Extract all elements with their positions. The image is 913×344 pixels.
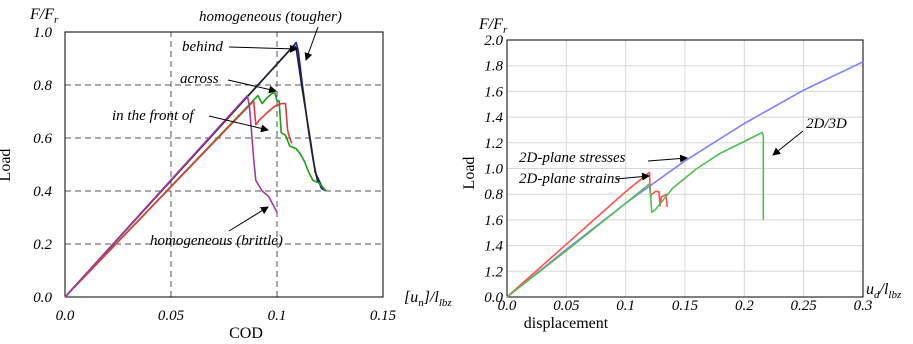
- y-tick-label: 1.8: [484, 59, 503, 75]
- annotation-behind: behind: [182, 39, 223, 55]
- y-tick-label: 0.8: [484, 187, 503, 203]
- series-line-in-the-front-of: [64, 100, 293, 298]
- y-tick-label: 0.8: [33, 78, 52, 94]
- left-x-axis-label: COD: [229, 325, 263, 342]
- annotation-across-arrow: [227, 79, 277, 94]
- right-grid: [507, 40, 863, 297]
- left-y-axis-label: Load: [0, 149, 14, 182]
- right-title: F/Fr: [478, 16, 508, 36]
- y-tick-label: 1.2: [484, 264, 503, 280]
- y-tick-label: 0.4: [33, 184, 52, 200]
- annotation-across: across: [180, 71, 219, 87]
- displacement-chart: 0.0 0.05 0.1 0.15 0.2 0.25 0.3 0.0 1.2 1.4 1.6 0.8…: [461, 16, 902, 332]
- annotation-homogeneous-brittle: homogeneous (brittle): [150, 233, 283, 249]
- x-tick-label: 0.0: [498, 298, 517, 314]
- annotation-2d-3d-arrow: [772, 130, 804, 156]
- right-plot-frame: [506, 39, 864, 298]
- series-line-2d-3d: [506, 131, 765, 298]
- x-tick-label: 0.15: [370, 308, 397, 324]
- left-plot-frame: [64, 31, 384, 298]
- right-x-axis-label: displacement: [524, 315, 609, 332]
- annotation-in-the-front-of: in the front of: [112, 108, 195, 124]
- right-y-axis-label: Load: [461, 157, 478, 190]
- x-tick-label: 0.15: [672, 298, 699, 314]
- annotation-homogeneous-tougher-arrow: [304, 26, 319, 61]
- x-tick-label: 0.05: [553, 298, 580, 314]
- x-tick-label: 0.25: [791, 298, 818, 314]
- x-tick-label: 0.0: [56, 308, 75, 324]
- right-y-ticks: 0.0 1.2 1.4 1.6 0.8 1.0 1.2 1.4 1.6 1.8 2.0: [484, 33, 503, 306]
- left-y-ticks: 0.0 0.2 0.4 0.6 0.8 1.0: [33, 25, 52, 306]
- y-tick-label: 1.6: [484, 84, 503, 100]
- left-title: F/Fr: [29, 6, 59, 26]
- series-line-across: [64, 92, 327, 298]
- left-x-ticks: 0.0 0.05 0.1 0.15: [56, 308, 397, 324]
- y-tick-label: 0.6: [33, 131, 52, 147]
- series-line-2d-plane-strains: [506, 171, 668, 298]
- y-tick-label: 1.0: [33, 25, 52, 41]
- annotation-2d-3d: 2D/3D: [806, 116, 847, 132]
- annotation-2d-plane-strains-arrow: [615, 172, 650, 181]
- annotation-behind-arrow: [228, 44, 298, 53]
- x-tick-label: 0.1: [616, 298, 635, 314]
- series-line-homogeneous-brittle: [64, 94, 278, 298]
- y-tick-label: 0.0: [484, 290, 503, 306]
- y-tick-label: 1.2: [484, 136, 503, 152]
- x-tick-label: 0.05: [158, 308, 185, 324]
- y-tick-label: 1.4: [484, 110, 503, 126]
- y-tick-label: 1.0: [484, 162, 503, 178]
- annotation-homogeneous-tougher: homogeneous (tougher): [199, 9, 342, 25]
- annotation-2d-plane-stresses: 2D-plane stresses: [519, 150, 626, 166]
- annotation-2d-plane-strains: 2D-plane strains: [519, 171, 620, 187]
- left-grid: [65, 32, 383, 297]
- annotation-2d-plane-stresses-arrow: [647, 154, 688, 163]
- x-tick-label: 0.1: [268, 308, 287, 324]
- right-x-ticks: 0.0 0.05 0.1 0.15 0.2 0.25 0.3: [498, 298, 873, 314]
- x-tick-label: 0.2: [735, 298, 754, 314]
- right-x-unit-label: ud/llbz: [866, 281, 902, 301]
- y-tick-label: 1.4: [484, 239, 503, 255]
- cod-chart: 0.0 0.05 0.1 0.15 0.0 0.2 0.4 0.6 0.8 1.0 F/Fr L…: [0, 6, 452, 342]
- y-tick-label: 2.0: [484, 33, 503, 49]
- y-tick-label: 0.2: [33, 237, 52, 253]
- annotation-in-the-front-of-arrow: [208, 115, 269, 133]
- annotation-homogeneous-brittle-arrow: [228, 206, 269, 232]
- y-tick-label: 0.0: [33, 290, 52, 306]
- y-tick-label: 1.6: [484, 213, 503, 229]
- x-tick-label: 0.3: [854, 298, 873, 314]
- left-x-unit-label: [un]/llbz: [404, 289, 452, 309]
